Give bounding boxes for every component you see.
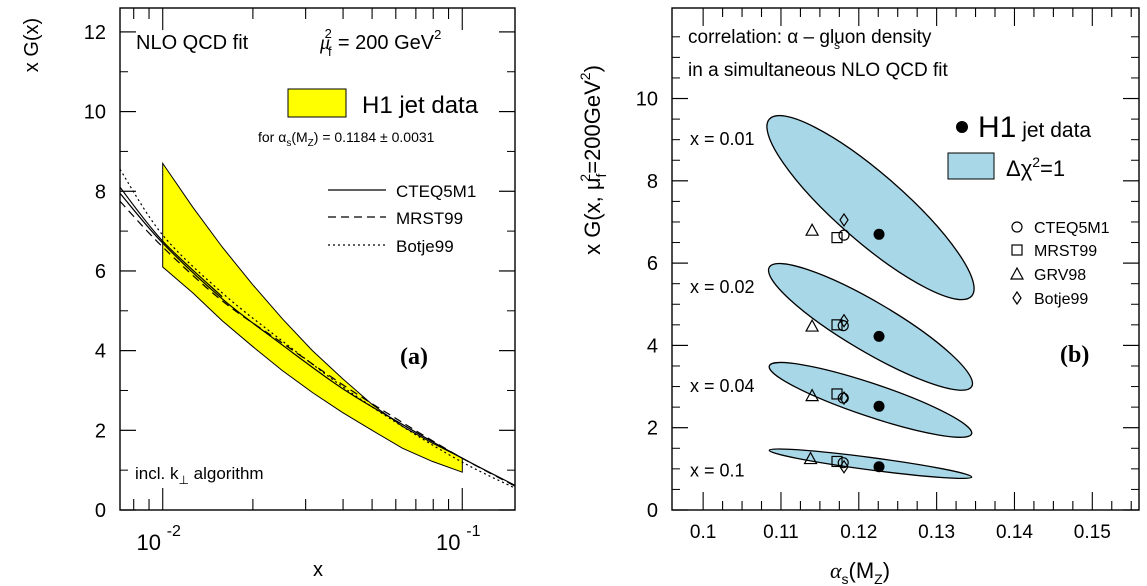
pdf-curves bbox=[120, 169, 515, 489]
point-h1-jet-data bbox=[873, 400, 885, 412]
legend-label-h1-band: H1 jet data bbox=[362, 92, 479, 119]
ellipse-label: x = 0.04 bbox=[690, 376, 755, 396]
plot-frame-a bbox=[119, 7, 516, 511]
ellipse-label: x = 0.1 bbox=[690, 460, 745, 480]
ellipse-label: x = 0.01 bbox=[690, 129, 755, 149]
x-tick-label-b: 0.1 bbox=[690, 522, 716, 543]
legend-label-botje99: Botje99 bbox=[396, 237, 454, 256]
title-subscript: s bbox=[834, 38, 840, 52]
x-tick-label-b: 0.11 bbox=[763, 522, 799, 543]
error-ellipse bbox=[768, 448, 973, 480]
points bbox=[803, 212, 885, 474]
point-grv98 bbox=[805, 388, 820, 402]
legend-label-cteq5m1-b: CTEQ5M1 bbox=[1034, 220, 1110, 237]
x-tick-label-b: 0.15 bbox=[1074, 522, 1111, 543]
y-tick-label-b: 4 bbox=[647, 335, 658, 357]
point-mrst99 bbox=[831, 388, 843, 400]
legend-a: CTEQ5M1 MRST99 Botje99 bbox=[328, 182, 476, 256]
error-ellipse bbox=[767, 262, 974, 391]
x-axis-a: 10 -2 10 -1 bbox=[133, 8, 481, 555]
point-h1-jet-data bbox=[873, 461, 885, 473]
point-mrst99 bbox=[831, 319, 843, 331]
y-tick-label-b: 8 bbox=[647, 171, 658, 193]
curve-extra-3 bbox=[120, 186, 223, 298]
legend-label-mrst99-b: MRST99 bbox=[1034, 243, 1097, 260]
fit-annotation: NLO QCD fit bbox=[136, 32, 249, 54]
point-grv98 bbox=[805, 318, 820, 332]
ellipse-x-labels: x = 0.01 x = 0.02 x = 0.04 x = 0.1 bbox=[690, 129, 755, 480]
x-tick-label-a: 10 bbox=[436, 530, 460, 555]
point-cteq5m1 bbox=[837, 320, 849, 332]
point-grv98 bbox=[803, 451, 818, 465]
legend-marker-botje99 bbox=[1012, 290, 1022, 306]
x-axis-label-a: x bbox=[313, 559, 323, 581]
y-tick-label-a: 6 bbox=[95, 261, 106, 283]
panel-label-a: (a) bbox=[400, 344, 428, 370]
y-tick-label-a: 8 bbox=[95, 181, 106, 203]
y-axis-b: 0 2 4 6 8 10 bbox=[636, 36, 1139, 522]
y-tick-label-b: 6 bbox=[647, 253, 658, 275]
legend-marker-cteq5m1 bbox=[1011, 221, 1023, 233]
title-line-1: correlation: α – gluon density bbox=[688, 27, 932, 48]
panel-label-b: (b) bbox=[1060, 342, 1089, 368]
title-line-2: in a simultaneous NLO QCD fit bbox=[688, 60, 948, 81]
point-h1-jet-data bbox=[873, 228, 885, 240]
y-axis-label-a: x G(x) bbox=[21, 18, 43, 72]
legend-label-h1: H1 jet data bbox=[978, 111, 1091, 144]
legend-label-mrst99: MRST99 bbox=[396, 209, 463, 228]
ellipse-label: x = 0.02 bbox=[690, 277, 755, 297]
x-tick-label-b: 0.13 bbox=[918, 522, 955, 543]
point-mrst99 bbox=[831, 232, 843, 244]
curve-botje99 bbox=[120, 169, 515, 489]
point-cteq5m1 bbox=[837, 457, 849, 469]
y-tick-label-a: 2 bbox=[95, 420, 106, 442]
legend-label-cteq5m1: CTEQ5M1 bbox=[396, 182, 476, 201]
legend-swatch-chi2 bbox=[947, 152, 995, 180]
error-ellipse bbox=[768, 361, 973, 438]
algorithm-annotation: incl. k⊥ algorithm bbox=[135, 464, 264, 487]
y-axis-a: 0 2 4 6 8 10 12 bbox=[84, 22, 515, 522]
x-axis-label-b: αs(MZ) bbox=[830, 558, 890, 586]
y-tick-label-b: 10 bbox=[636, 89, 658, 111]
y-tick-label-a: 4 bbox=[95, 341, 106, 363]
legend-label-chi2: Δχ2=1 bbox=[1006, 154, 1065, 181]
y-tick-label-b: 0 bbox=[647, 500, 658, 522]
legend-marker-mrst99 bbox=[1011, 244, 1023, 256]
point-botje99 bbox=[839, 313, 849, 328]
legend-swatch-h1-band bbox=[287, 88, 347, 118]
plot-frame-b bbox=[671, 7, 1140, 511]
scale-annotation: μf2 = 200 GeV2 bbox=[319, 26, 441, 59]
x-tick-exponent-a: -2 bbox=[167, 523, 181, 540]
legend-marker-h1 bbox=[956, 121, 968, 133]
legend-label-grv98: GRV98 bbox=[1034, 267, 1086, 284]
coupling-annotation: for αs(MZ) = 0.1184 ± 0.0031 bbox=[258, 129, 435, 149]
x-axis-b: 0.1 0.11 0.12 0.13 0.14 0.15 bbox=[690, 8, 1132, 543]
point-mrst99 bbox=[831, 455, 843, 468]
legend-marker-grv98 bbox=[1009, 266, 1025, 280]
point-cteq5m1 bbox=[838, 229, 850, 241]
h1-band-area bbox=[162, 161, 463, 473]
y-tick-label-a: 0 bbox=[95, 500, 106, 522]
ellipses bbox=[766, 114, 975, 480]
point-grv98 bbox=[805, 222, 820, 236]
point-botje99 bbox=[839, 390, 849, 406]
point-botje99 bbox=[839, 459, 849, 474]
panel-b: 0 2 4 6 8 10 0.1 0.11 0.12 0.13 0.14 0.15 x = 0.01… bbox=[577, 7, 1140, 586]
y-tick-label-b: 2 bbox=[647, 418, 658, 440]
point-botje99 bbox=[839, 212, 849, 227]
legend-b: CTEQ5M1 MRST99 GRV98 Botje99 bbox=[1009, 220, 1110, 308]
x-tick-label-b: 0.14 bbox=[996, 522, 1033, 543]
x-tick-label-b: 0.12 bbox=[840, 522, 877, 543]
legend-label-botje99-b: Botje99 bbox=[1034, 291, 1088, 308]
y-tick-label-a: 10 bbox=[84, 102, 106, 124]
x-tick-label-a: 10 bbox=[136, 530, 160, 555]
y-axis-label-b: x G(x, μf2=200GeV2) bbox=[577, 65, 609, 255]
y-tick-label-a: 12 bbox=[84, 22, 106, 44]
point-h1-jet-data bbox=[873, 330, 885, 342]
x-tick-exponent-a: -1 bbox=[466, 523, 480, 540]
